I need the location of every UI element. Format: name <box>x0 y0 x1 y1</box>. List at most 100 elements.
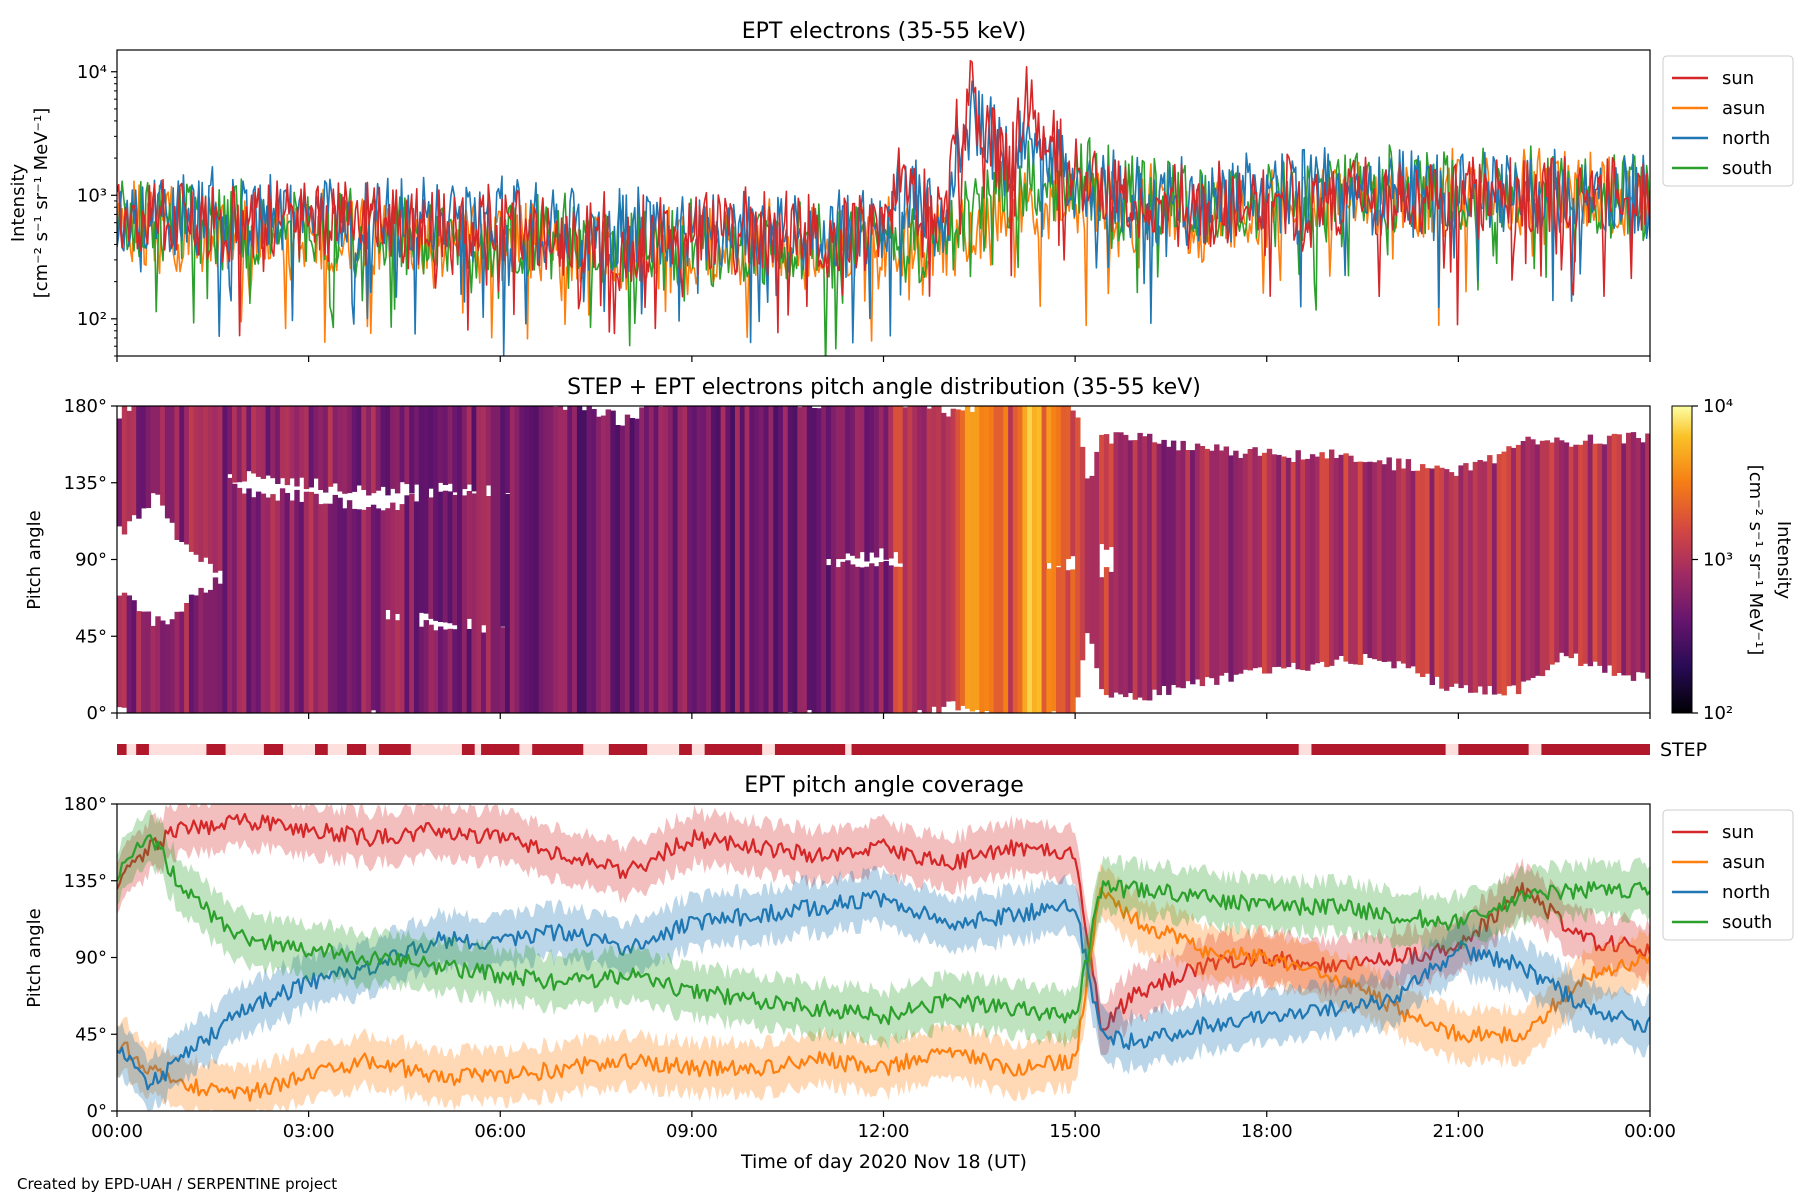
heatmap-cell <box>294 406 300 487</box>
heatmap-cell <box>136 611 142 713</box>
coverage-line-asun <box>117 887 1650 1102</box>
heatmap-cell <box>169 406 176 523</box>
heatmap-cell <box>1381 464 1388 662</box>
heatmap-cell <box>131 406 137 516</box>
heatmap-cell <box>251 497 257 713</box>
heatmap-cell <box>284 406 291 486</box>
intensity-panel: EPT electrons (35-55 keV) 10² 10³ 10⁴ Inte… <box>8 19 1794 362</box>
heatmap-cell <box>1046 406 1052 564</box>
heatmap-cell <box>850 564 856 713</box>
heatmap-cell <box>1056 567 1062 713</box>
heatmap-cell <box>260 493 267 713</box>
heatmap-cell <box>907 406 913 713</box>
heatmap-cell <box>1319 452 1325 662</box>
heatmap-cell <box>1084 478 1091 634</box>
heatmap-cell <box>447 628 453 713</box>
heatmap-cell <box>878 406 885 549</box>
heatmap-cell <box>284 493 291 713</box>
heatmap-cell <box>409 494 415 713</box>
step-gap <box>519 744 533 755</box>
heatmap-cell <box>639 407 645 713</box>
step-bar-fill <box>117 744 1650 755</box>
heatmap-cell <box>826 565 832 713</box>
heatmap-cell <box>701 406 707 713</box>
x-tick-label: 00:00 <box>91 1121 143 1142</box>
colorbar-tick-label: 10⁴ <box>1703 396 1733 417</box>
heatmap-cell <box>346 406 353 494</box>
heatmap-cell <box>624 414 631 713</box>
heatmap-cell <box>433 630 439 713</box>
heatmap-cell <box>466 491 473 619</box>
heatmap-cell <box>1142 436 1148 701</box>
heatmap-cell <box>1290 462 1297 663</box>
heatmap-cell <box>227 477 233 713</box>
heatmap-cell <box>816 408 822 713</box>
heatmap-cell <box>1415 470 1421 674</box>
heatmap-cell <box>452 629 458 713</box>
heatmap-cell <box>433 406 439 621</box>
heatmap-cell <box>658 406 664 713</box>
coverage-line-sun <box>117 812 1650 1031</box>
heatmap-cell <box>490 406 497 713</box>
step-gap <box>583 744 609 755</box>
heatmap-cell <box>1305 458 1311 671</box>
heatmap-cell <box>1008 406 1014 713</box>
heatmap-cell <box>682 406 688 713</box>
heatmap-cell <box>1333 458 1340 660</box>
heatmap-cell <box>1324 458 1330 668</box>
heatmap-cell <box>529 406 535 713</box>
heatmap-cell <box>1405 459 1412 669</box>
heatmap-cell <box>1108 571 1115 698</box>
heatmap-cell <box>1539 440 1546 677</box>
heatmap-cell <box>1017 406 1023 713</box>
heatmap-cell <box>1257 455 1263 668</box>
heatmap-cell <box>691 406 698 713</box>
step-panel: STEP <box>117 739 1707 761</box>
heatmap-cell <box>1353 461 1359 665</box>
heatmap-cell <box>821 406 827 713</box>
heatmap-cell <box>1223 446 1229 673</box>
heatmap-cell <box>1372 462 1378 660</box>
heatmap-cell <box>562 409 568 713</box>
heatmap-cell <box>778 406 784 713</box>
heatmap-cell <box>1147 433 1153 701</box>
heatmap-cell <box>519 406 525 713</box>
heatmap-cell <box>308 491 314 713</box>
heatmap-cell <box>1602 444 1608 673</box>
heatmap-cell <box>1218 450 1225 676</box>
heatmap-cell <box>275 406 281 484</box>
heatmap-cell <box>869 406 875 553</box>
series-line-north <box>117 80 1650 356</box>
heatmap-cell <box>485 406 492 486</box>
heatmap-cell <box>438 491 444 622</box>
heatmap-cell <box>1640 442 1646 673</box>
heatmap-cell <box>1242 453 1249 670</box>
heatmap-cell <box>1616 434 1622 673</box>
heatmap-cell <box>1530 439 1536 678</box>
heatmap-cell <box>1376 460 1383 661</box>
step-gap <box>225 744 264 755</box>
heatmap-cell <box>500 406 506 627</box>
step-gap <box>1445 744 1459 755</box>
heatmap-cell <box>342 508 348 713</box>
heatmap-cell <box>1420 464 1426 677</box>
heatmap-cell <box>241 493 247 713</box>
pad-panel: STEP + EPT electrons pitch angle distrib… <box>24 375 1794 724</box>
heatmap-cell <box>1338 454 1344 656</box>
heatmap-cell <box>1180 440 1186 689</box>
heatmap-cell <box>567 406 573 713</box>
heatmap-cell <box>1285 457 1292 668</box>
legend-label-south: south <box>1722 912 1772 933</box>
heatmap-cell <box>725 406 731 713</box>
heatmap-cell <box>1099 577 1105 690</box>
heatmap-cell <box>605 409 611 713</box>
x-tick-label: 21:00 <box>1432 1121 1484 1142</box>
heatmap-cell <box>1065 570 1071 713</box>
heatmap-cell <box>270 494 276 713</box>
heatmap-cell <box>471 406 477 492</box>
heatmap-cell <box>265 406 271 476</box>
heatmap-cell <box>442 406 449 485</box>
heatmap-cell <box>1587 434 1594 667</box>
legend-label-sun: sun <box>1722 822 1754 843</box>
heatmap-cell <box>423 620 429 713</box>
